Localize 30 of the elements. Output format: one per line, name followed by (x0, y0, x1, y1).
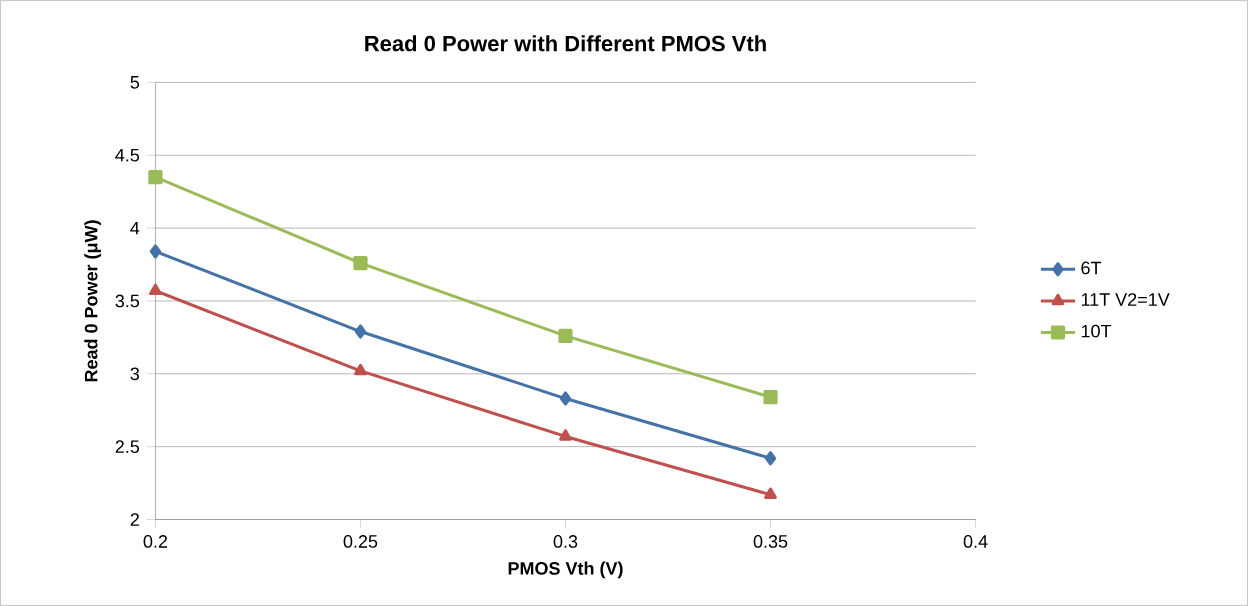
y-tick-label: 2 (130, 513, 139, 526)
point (149, 244, 162, 259)
point (558, 328, 573, 344)
point (559, 391, 572, 406)
point (559, 429, 572, 441)
y-tick-label: 4 (130, 221, 140, 235)
point (763, 390, 778, 405)
x-tick-label: 0.25 (343, 535, 378, 548)
y-tick-label: 4.5 (115, 149, 140, 162)
point (354, 363, 367, 376)
y-tick-label: 2.5 (115, 440, 140, 454)
point (148, 170, 163, 185)
legend-label: 11T V2=1V (1081, 293, 1170, 306)
y-tick-label: 3 (130, 367, 140, 381)
y-tick-label: 3.5 (115, 294, 140, 308)
legend-label: 10T (1081, 324, 1112, 338)
x-tick-label: 0.3 (553, 535, 578, 548)
point (764, 451, 777, 466)
x-tick-label: 0.4 (963, 535, 988, 548)
x-tick-label: 0.2 (143, 535, 168, 548)
y-axis-title: Read 0 Power (μW) (84, 220, 102, 382)
y-tick-label: 5 (130, 76, 140, 89)
x-tick-label: 0.35 (753, 535, 788, 548)
chart-title: Read 0 Power with Different PMOS Vth (365, 35, 766, 52)
legend-label: 6T (1081, 261, 1102, 275)
point (353, 256, 368, 271)
x-axis-title: PMOS Vth (V) (508, 561, 623, 579)
point (354, 324, 367, 339)
point (764, 487, 777, 500)
point (149, 283, 162, 296)
